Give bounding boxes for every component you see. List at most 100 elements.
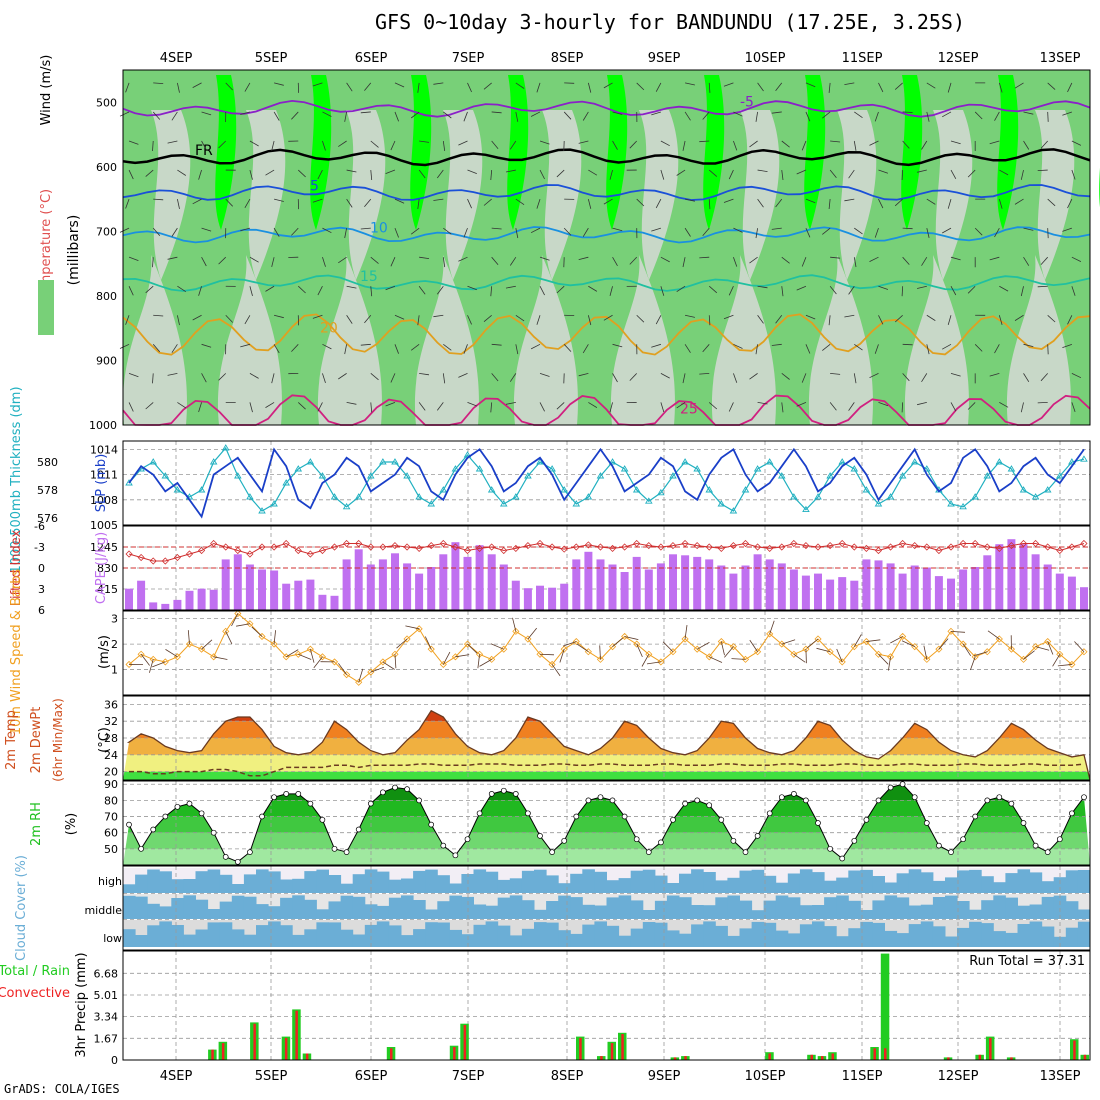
wind-barb: [578, 140, 589, 144]
wind-barb: [684, 314, 695, 318]
cloud-bar: [993, 882, 1006, 893]
cloud-bar: [292, 934, 305, 947]
wind-barb: [967, 285, 976, 294]
wind-barb: [201, 227, 212, 232]
wind-barb: [989, 256, 1000, 261]
cloud-bar: [1065, 901, 1079, 919]
wind-barb: [796, 169, 807, 175]
wind-barb: [153, 198, 164, 201]
precip-convective-bar: [831, 1053, 834, 1060]
wind-barb: [854, 343, 863, 351]
wind-barb-10m: [866, 639, 881, 642]
rh-point: [597, 794, 604, 801]
lifted-index-point: [911, 542, 919, 550]
cloud-level-label: middle: [84, 904, 122, 917]
legend-total-rain: Total / Rain: [0, 964, 70, 979]
cape-bar: [548, 587, 557, 610]
rh-point: [730, 837, 737, 844]
cloud-bar: [401, 895, 414, 919]
thickness-point: [1019, 486, 1028, 493]
wind-barb: [629, 256, 638, 265]
y-axis-label-dewpt: 2m DewPt: [29, 707, 44, 774]
wind-barb: [869, 373, 879, 379]
lifted-index-point: [874, 546, 883, 555]
cloud-bar: [159, 871, 172, 893]
cloud-bar: [679, 873, 692, 893]
wind-speed-point: [524, 635, 532, 643]
wind-barb: [921, 140, 928, 150]
wind-barb: [974, 344, 983, 352]
precip-tick-label: 1.67: [94, 1032, 119, 1045]
cloud-bar: [485, 921, 499, 947]
wind-barb: [947, 198, 952, 209]
wind-barb: [1020, 169, 1024, 180]
cloud-bar: [340, 895, 354, 919]
thickness-point: [439, 486, 448, 493]
wind-barb: [901, 286, 904, 297]
wind-barb: [749, 256, 758, 264]
wind-barb: [878, 82, 884, 93]
wind-barb: [317, 169, 323, 180]
wind-barb: [490, 402, 493, 413]
wind-speed-point: [198, 645, 206, 653]
cloud-bar: [497, 897, 511, 919]
wind-barb-10m: [793, 653, 806, 663]
x-tick-label-top: 7SEP: [452, 51, 485, 66]
precip-convective-bar: [390, 1048, 393, 1060]
wind-barb-10m: [338, 663, 347, 675]
wind-barb: [556, 169, 565, 178]
lifted-index-point: [488, 543, 496, 551]
rh-point: [525, 810, 531, 817]
wind-barb: [192, 198, 202, 205]
precip-convective-bar: [884, 1048, 887, 1060]
wind-barb: [1071, 169, 1076, 180]
wind-barb: [249, 256, 259, 263]
cape-bar: [1055, 573, 1064, 610]
wind-barb: [733, 140, 738, 151]
wind-speed-point: [548, 660, 556, 669]
wind-barb: [364, 82, 372, 91]
wind-barb: [921, 256, 928, 266]
lifted-index-point: [1032, 539, 1040, 548]
wind-barb: [394, 111, 399, 122]
thickness-point: [838, 458, 847, 465]
wind-barb: [410, 111, 420, 119]
li-tick-label: 0: [38, 562, 45, 575]
cloud-bar: [884, 882, 898, 893]
wind-barb: [291, 227, 299, 236]
wind-barb: [152, 344, 161, 353]
wind-barb: [894, 82, 903, 90]
cape-bar: [1007, 539, 1016, 610]
wind-barb: [612, 373, 618, 383]
precip-convective-bar: [221, 1043, 225, 1060]
wind-barb: [926, 228, 930, 238]
wind-barb: [723, 198, 734, 203]
rh-low-lobe: [414, 255, 479, 425]
cape-bar: [717, 565, 726, 610]
isotherm-label: 25: [680, 401, 698, 417]
rh-low-lobe: [122, 255, 187, 425]
cloud-bar: [1005, 897, 1018, 919]
panel-frame: [122, 950, 1091, 1061]
cloud-bar: [1005, 873, 1018, 893]
wind-barb: [244, 315, 251, 325]
cloud-bar: [787, 873, 801, 893]
wind-speed-point: [874, 650, 883, 658]
wind-barb: [578, 372, 589, 377]
lifted-index-point: [899, 539, 907, 548]
lifted-index-point: [198, 546, 206, 555]
wind-speed-point: [560, 645, 568, 653]
rh-point: [380, 789, 386, 796]
wind-barb: [682, 373, 686, 384]
cloud-bar: [546, 901, 559, 919]
cloud-bar: [920, 872, 934, 893]
wind-speed-point: [645, 650, 653, 658]
cloud-bar: [570, 897, 583, 919]
cloud-bar: [654, 900, 668, 919]
wind-barb: [152, 257, 154, 268]
rh-band: [123, 816, 1090, 833]
wind-barb: [684, 82, 695, 86]
rh-point: [960, 836, 966, 843]
wind-barb: [491, 256, 499, 266]
lifted-index-point: [862, 544, 870, 552]
